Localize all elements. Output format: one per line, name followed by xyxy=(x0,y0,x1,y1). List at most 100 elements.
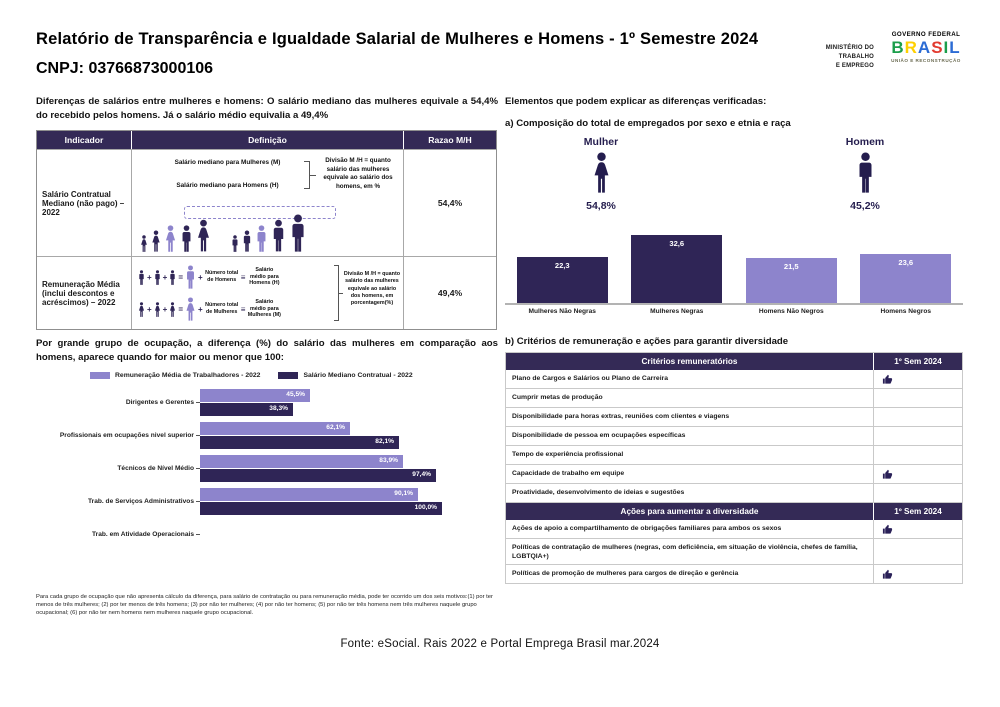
criteria-mark-cell xyxy=(874,539,962,564)
brace-connector xyxy=(334,265,343,321)
female-percentage: 54,8% xyxy=(586,200,616,212)
occupation-label: Trab. de Serviços Administrativos xyxy=(87,497,194,505)
criteria-text: Ações de apoio a compartilhamento de obr… xyxy=(506,520,874,538)
axis-tick xyxy=(196,500,200,502)
period-header-label: 1º Sem 2024 xyxy=(894,507,942,516)
definition-cell: Salário mediano para Mulheres (M) Salári… xyxy=(132,150,404,256)
ministry-line: MINISTÉRIO DO xyxy=(825,45,874,51)
legend-item: Salário Mediano Contratual - 2022 xyxy=(278,372,413,379)
bar-value-label: 21,5 xyxy=(783,262,799,271)
legend-label: Remuneração Média de Trabalhadores - 202… xyxy=(115,372,261,379)
ratio-value: 49,4% xyxy=(437,288,463,298)
female-label: Mulher xyxy=(583,136,619,148)
people-pictogram-row xyxy=(140,204,398,252)
period-header-label: 1º Sem 2024 xyxy=(894,357,942,366)
pictogram-highlight-box xyxy=(184,206,336,219)
criteria-section-header: Ações para aumentar a diversidade 1º Sem … xyxy=(506,503,962,520)
col-razao: Razao M/H xyxy=(428,135,472,145)
ministry-logo-text: MINISTÉRIO DO TRABALHO E EMPREGO xyxy=(782,44,874,71)
uniao-reconstrucao-label: UNIÃO E RECONSTRUÇÃO xyxy=(891,57,961,63)
woman-pictogram-icon xyxy=(140,235,148,252)
criteria-section-header: Critérios remuneratórios 1º Sem 2024 xyxy=(506,353,962,370)
occupation-bar: 90,1% xyxy=(200,487,418,501)
woman-pictogram-icon xyxy=(169,302,176,317)
criteria-row: Ações de apoio a compartilhamento de obr… xyxy=(506,520,962,539)
occupation-row: Técnicos de Nível Médio 83,9% 97,4% xyxy=(36,454,476,482)
category-label: Mulheres Não Negras xyxy=(528,308,596,315)
bar-value-label: 62,1% xyxy=(326,423,345,431)
criteria-row: Plano de Cargos e Salários ou Plano de C… xyxy=(506,370,962,389)
brasil-wordmark-icon: BRASIL xyxy=(884,38,968,58)
median-men-label: Salário mediano para Homens (H) xyxy=(176,182,279,189)
male-percentage: 45,2% xyxy=(850,200,880,212)
cnpj-line: CNPJ: 03766873000106 xyxy=(36,60,214,77)
criteria-text: Disponibilidade para horas extras, reuni… xyxy=(506,408,874,426)
female-share-block: Mulher 54,8% xyxy=(556,136,646,212)
occupation-label: Dirigentes e Gerentes xyxy=(125,398,194,406)
woman-pictogram-icon xyxy=(151,230,161,252)
bar-value-label: 45,5% xyxy=(286,390,305,398)
occupation-bar: 45,5% xyxy=(200,388,310,402)
occupation-bar: 82,1% xyxy=(200,435,399,449)
occupation-row: Dirigentes e Gerentes 45,5% 38,3% xyxy=(36,388,476,416)
govbr-logo: GOVERNO FEDERAL BRASIL UNIÃO E RECONSTRU… xyxy=(884,31,968,63)
man-pictogram-icon xyxy=(154,270,161,285)
occupation-row: Trab. de Serviços Administrativos 90,1% 10… xyxy=(36,487,476,515)
table-row-avg-remuneration: Remuneração Média (inclui descontos e ac… xyxy=(37,256,496,329)
section-header-label: Critérios remuneratórios xyxy=(506,353,874,370)
criteria-mark-cell xyxy=(874,565,962,583)
footnote-text: Para cada grupo de ocupação que não apre… xyxy=(36,594,493,617)
equation-row: + + = + Número total de Mulheres ≡ Salário méd… xyxy=(138,297,334,321)
woman-pictogram-icon xyxy=(592,152,611,193)
bar-value-label: 38,3% xyxy=(269,404,288,412)
man-pictogram-icon xyxy=(180,225,193,252)
bar-value-label: 90,1% xyxy=(394,489,413,497)
thumbs-up-icon xyxy=(882,374,893,384)
equation-row: + + = + Número total de Homens ≡ Salário médio… xyxy=(138,265,334,289)
page-title: Relatório de Transparência e Igualdade S… xyxy=(36,30,759,48)
criteria-text: Disponibilidade de pessoa em ocupações e… xyxy=(506,427,874,445)
occupation-intro: Por grande grupo de ocupação, a diferenç… xyxy=(36,338,498,363)
occupation-bar: 83,9% xyxy=(200,454,403,468)
male-share-block: Homem 45,2% xyxy=(820,136,910,212)
bar-value-label: 32,6 xyxy=(669,239,685,248)
table-row-median-salary: Salário Contratual Mediano (não pago) – … xyxy=(37,149,496,256)
criteria-text: Políticas de contratação de mulheres (ne… xyxy=(506,539,874,565)
occupation-label: Profissionais em ocupações nivel superio… xyxy=(59,431,194,439)
brasil-letter: A xyxy=(917,38,932,57)
composition-bar: 22,3 xyxy=(505,257,620,303)
man-pictogram-icon xyxy=(255,225,268,252)
ministry-line: TRABALHO xyxy=(838,54,874,60)
col-definicao: Definição xyxy=(132,131,404,149)
thumbs-up-icon xyxy=(882,524,893,534)
criteria-mark-cell xyxy=(874,446,962,464)
category-label: Mulheres Negras xyxy=(650,308,704,315)
occupation-bar: 100,0% xyxy=(200,501,442,515)
woman-pictogram-icon xyxy=(138,302,145,317)
man-pictogram-icon xyxy=(185,265,196,289)
composition-bar: 32,6 xyxy=(620,235,735,303)
intro-paragraph: Diferenças de salários entre mulheres e … xyxy=(36,96,498,121)
woman-pictogram-icon xyxy=(185,297,196,321)
criteria-mark-cell xyxy=(874,370,962,388)
occupation-chart-legend: Remuneração Média de Trabalhadores - 202… xyxy=(90,372,470,379)
median-women-label: Salário mediano para Mulheres (M) xyxy=(174,159,281,166)
criteria-mark-cell xyxy=(874,427,962,445)
result-label: Salário médio para Mulheres (M) xyxy=(247,298,281,319)
axis-tick xyxy=(196,467,200,469)
bar-value-label: 100,0% xyxy=(414,503,437,511)
legend-label: Salário Mediano Contratual - 2022 xyxy=(303,372,413,379)
brasil-letter: R xyxy=(904,38,918,57)
criteria-row: Cumprir metas de produção xyxy=(506,389,962,408)
ratio-value: 54,4% xyxy=(437,198,463,208)
axis-tick xyxy=(196,401,200,403)
criteria-table: Critérios remuneratórios 1º Sem 2024 Plano… xyxy=(505,352,963,585)
occupation-bar: 38,3% xyxy=(200,402,293,416)
criteria-row: Tempo de experiência profissional xyxy=(506,446,962,465)
man-pictogram-icon xyxy=(856,152,875,193)
division-note: Divisão M /H = quanto salário das mulher… xyxy=(323,157,393,190)
indicator-label: Remuneração Média (inclui descontos e ac… xyxy=(37,257,132,329)
criteria-text: Políticas de promoção de mulheres para c… xyxy=(506,565,874,584)
total-label: Número total de Homens xyxy=(205,270,239,283)
legend-item: Remuneração Média de Trabalhadores - 202… xyxy=(90,372,260,379)
